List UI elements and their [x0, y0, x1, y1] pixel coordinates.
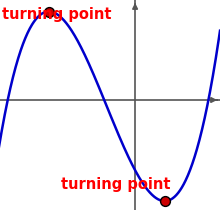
Text: turning point: turning point	[2, 8, 111, 22]
Point	[47, 10, 51, 13]
Text: turning point: turning point	[61, 177, 170, 193]
Point	[163, 200, 167, 203]
